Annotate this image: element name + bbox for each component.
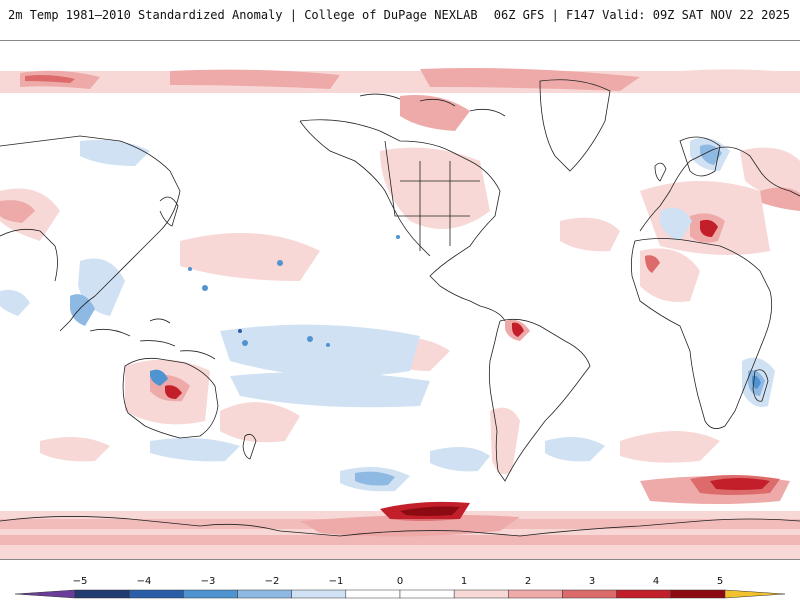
colorbar-tick-label: −1 [328,576,344,587]
colorbar-tick-label: 4 [652,576,660,587]
colorbar-segment [128,589,184,599]
colorbar-tick-label: 3 [588,576,596,587]
colorbar-segment [74,589,130,599]
colorbar: −5 −4 −3 −2 −1 0 1 2 3 4 5 [0,570,800,600]
map-header: 2m Temp 1981–2010 Standardized Anomaly |… [0,0,800,32]
colorbar-segment [616,589,672,599]
colorbar-segment [291,589,347,599]
anomaly-shading [0,68,800,559]
colorbar-tick-label: 5 [716,576,724,587]
colorbar-tick-label: 1 [460,576,468,587]
colorbar-segment [508,589,563,599]
colorbar-tick-label: −5 [72,576,88,587]
coastlines [0,79,800,537]
colorbar-tick-label: −3 [200,576,216,587]
colorbar-svg [14,589,786,599]
anomaly-map [0,40,800,560]
world-map-svg [0,41,800,559]
colorbar-tick-label: −2 [264,576,280,587]
colorbar-segment [345,589,401,599]
colorbar-tick-label: 0 [396,576,404,587]
colorbar-segment [670,589,726,599]
model-run-info: 06Z GFS | F147 Valid: 09Z SAT NOV 22 202… [493,8,790,22]
colorbar-tick-label: −4 [136,576,152,587]
colorbar-segment [453,589,509,599]
colorbar-segment [562,589,617,599]
colorbar-segment [399,589,455,599]
colorbar-tick-label: 2 [524,576,532,587]
colorbar-extend-high [724,589,786,599]
colorbar-segment [183,589,238,599]
map-title: 2m Temp 1981–2010 Standardized Anomaly |… [8,8,478,22]
colorbar-segment [237,589,292,599]
colorbar-extend-low [14,589,76,599]
